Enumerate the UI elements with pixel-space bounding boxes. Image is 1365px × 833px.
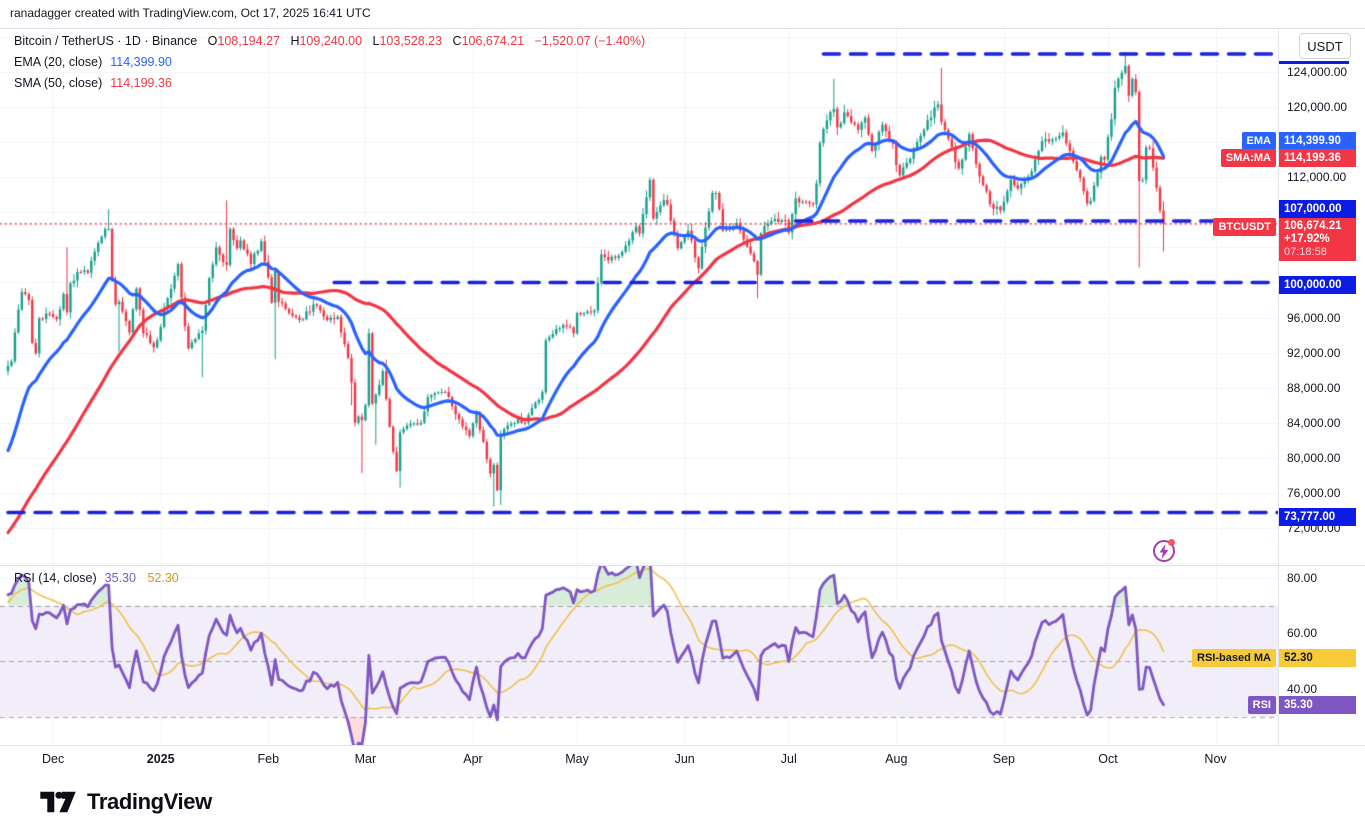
sma-value-label: 114,199.36 — [1279, 149, 1356, 167]
time-axis-divider — [0, 745, 1365, 746]
price-tick-label: 88,000.00 — [1287, 380, 1341, 395]
time-tick-label: Aug — [885, 752, 908, 766]
time-tick-label: Nov — [1204, 752, 1227, 766]
price-tick-label: 76,000.00 — [1287, 485, 1341, 500]
rsi-indicator-value: 35.30 — [104, 571, 136, 585]
time-tick-label: Oct — [1098, 752, 1118, 766]
time-axis[interactable]: Dec 2025 Feb Mar Apr May Jun Jul Aug Sep Oct Nov — [0, 746, 1365, 772]
rsi-indicator-label[interactable]: RSI (14, close) — [14, 571, 97, 585]
ema-tag: EMA — [1241, 132, 1276, 150]
tradingview-logo[interactable]: TradingView — [38, 788, 212, 815]
low-value: 103,528.23 — [379, 34, 443, 48]
open-key: O — [207, 34, 218, 48]
time-tick-label: Jun — [674, 752, 695, 766]
current-price-change-pct: +17.92% — [1284, 233, 1330, 245]
rsi-tag: RSI — [1247, 696, 1276, 714]
panel-divider — [0, 565, 1365, 566]
time-tick-label: Feb — [257, 752, 280, 766]
symbol-legend-row[interactable]: Bitcoin / TetherUS · 1D · Binance O108,1… — [14, 31, 645, 52]
rsi-ma-value-label: 52.30 — [1279, 649, 1356, 667]
price-tick-label: 80,000.00 — [1287, 450, 1341, 465]
time-tick-label: Apr — [463, 752, 483, 766]
currency-button[interactable]: USDT — [1299, 33, 1351, 59]
brand-name: TradingView — [87, 788, 212, 814]
ema-indicator-value: 114,399.90 — [110, 55, 172, 69]
ema-value-label: 114,399.90 — [1279, 132, 1356, 150]
header-divider — [0, 28, 1365, 29]
level-73777-label: 73,777.00 — [1279, 508, 1356, 526]
symbol-price-tag: BTCUSDT — [1213, 218, 1276, 236]
price-chart-canvas[interactable] — [0, 28, 1278, 565]
price-tick-label: 120,000.00 — [1287, 100, 1348, 115]
main-legend: Bitcoin / TetherUS · 1D · Binance O108,1… — [14, 31, 645, 94]
sma-indicator-label[interactable]: SMA (50, close) — [14, 76, 103, 90]
rsi-chart-canvas[interactable] — [0, 565, 1278, 745]
price-axis[interactable]: USDT 124,000.00 120,000.00 112,000.00 96,00… — [1279, 28, 1365, 745]
current-price-label: 106,674.21 +17.92% 07:18:58 — [1279, 218, 1356, 261]
spark-ideas-icon[interactable] — [1153, 539, 1175, 562]
open-value: 108,194.27 — [217, 34, 280, 48]
time-tick-label: 2025 — [146, 752, 175, 766]
price-tick-label: 124,000.00 — [1287, 65, 1348, 79]
tradingview-logo-icon — [40, 791, 76, 813]
rsi-ma-indicator-value: 52.30 — [147, 571, 179, 585]
bar-countdown: 07:18:58 — [1284, 246, 1327, 258]
close-key: C — [452, 34, 462, 48]
high-value: 109,240.00 — [299, 34, 363, 48]
change-value: −1,520.07 (−1.40%) — [534, 34, 646, 48]
price-tick-label: 96,000.00 — [1287, 310, 1341, 325]
rsi-ma-tag: RSI-based MA — [1192, 649, 1276, 667]
rsi-tick-label: 60.00 — [1287, 626, 1318, 641]
sma-tag: SMA:MA — [1220, 149, 1276, 167]
price-axis-divider — [1278, 28, 1279, 745]
high-key: H — [290, 34, 300, 48]
attribution-text: ranadagger created with TradingView.com,… — [10, 6, 371, 20]
level-107000-label: 107,000.00 — [1279, 200, 1356, 218]
sma-indicator-value: 114,199.36 — [110, 76, 172, 90]
close-value: 106,674.21 — [461, 34, 525, 48]
current-price-value: 106,674.21 — [1284, 220, 1342, 232]
time-tick-label: Jul — [780, 752, 797, 766]
rsi-tick-label: 80.00 — [1287, 571, 1318, 585]
ema-legend-row[interactable]: EMA (20, close) 114,399.90 — [14, 52, 645, 73]
rsi-legend[interactable]: RSI (14, close) 35.30 52.30 — [14, 568, 179, 589]
price-tick-label: 92,000.00 — [1287, 345, 1341, 360]
time-tick-label: Sep — [992, 752, 1015, 766]
rsi-tick-label: 40.00 — [1287, 681, 1318, 696]
ema-indicator-label[interactable]: EMA (20, close) — [14, 55, 103, 69]
rsi-value-label: 35.30 — [1279, 696, 1356, 714]
notification-dot — [1168, 539, 1175, 546]
time-tick-label: Mar — [354, 752, 377, 766]
level-100000-label: 100,000.00 — [1279, 276, 1356, 294]
time-tick-label: Dec — [41, 752, 65, 766]
price-axis-top-level-strip — [1279, 61, 1349, 64]
price-tick-label: 84,000.00 — [1287, 415, 1341, 430]
sma-legend-row[interactable]: SMA (50, close) 114,199.36 — [14, 73, 645, 94]
price-tick-label: 112,000.00 — [1287, 170, 1347, 185]
time-tick-label: May — [565, 752, 589, 766]
lightning-icon — [1159, 544, 1169, 559]
symbol-title[interactable]: Bitcoin / TetherUS · 1D · Binance — [14, 34, 198, 48]
low-key: L — [372, 34, 380, 48]
